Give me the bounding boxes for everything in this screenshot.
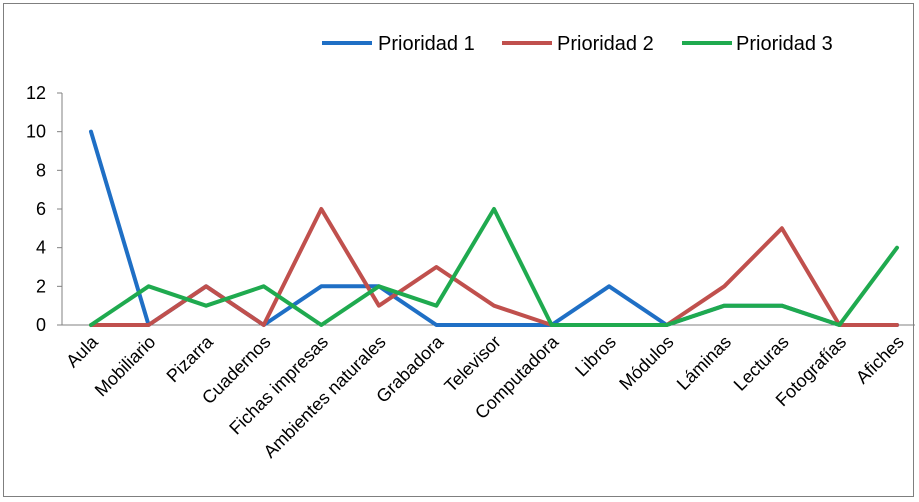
x-tick-label: Fichas impresas (225, 332, 332, 439)
y-tick-label: 4 (36, 238, 46, 258)
x-tick-label: Aula (62, 331, 102, 371)
legend-label-prioridad-1: Prioridad 1 (378, 33, 475, 55)
series-lines (89, 129, 899, 327)
y-tick-label: 6 (36, 199, 46, 219)
x-tick-label: Módulos (615, 332, 677, 394)
y-tick-label: 0 (36, 315, 46, 335)
series-line-prioridad-1 (89, 129, 899, 327)
y-tick-label: 10 (26, 122, 46, 142)
legend-label-prioridad-2: Prioridad 2 (557, 33, 654, 55)
x-tick-label: Libros (571, 332, 620, 381)
x-tick-label: Pizarra (163, 331, 218, 386)
legend: Prioridad 1 Prioridad 2 Prioridad 3 (322, 33, 833, 55)
x-tick-label: Láminas (673, 332, 735, 394)
y-tick-label: 2 (36, 276, 46, 296)
y-tick-label: 12 (26, 83, 46, 103)
legend-label-prioridad-3: Prioridad 3 (736, 33, 833, 55)
x-tick-label: Mobiliario (91, 332, 160, 401)
axes: 0 2 4 6 8 10 12 (26, 83, 915, 335)
x-tick-label: Afiches (852, 332, 908, 388)
y-tick-label: 8 (36, 160, 46, 180)
series-line-prioridad-3 (89, 207, 899, 327)
